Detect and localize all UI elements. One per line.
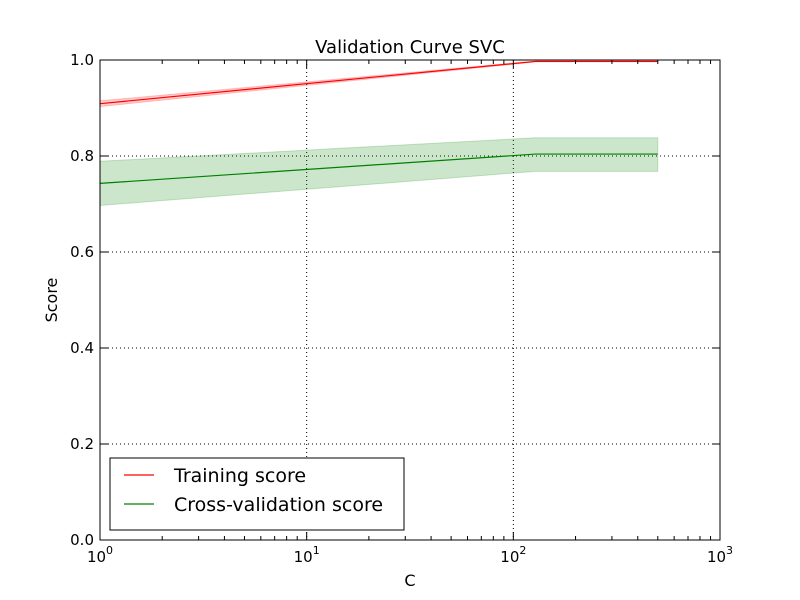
legend: Training score Cross-validation score <box>109 457 405 531</box>
x-tick-labels: 100 101 102 103 <box>87 544 733 566</box>
plot-frame <box>99 59 721 541</box>
legend-box <box>109 457 405 531</box>
legend-label: Training score <box>173 465 306 487</box>
x-tick-label: 102 <box>500 544 526 566</box>
legend-label: Cross-validation score <box>174 494 383 516</box>
x-axis-label: C <box>404 571 415 590</box>
y-tick-label: 0.6 <box>70 243 94 261</box>
x-tick-label: 100 <box>87 544 113 566</box>
y-tick-label: 0.0 <box>70 531 94 549</box>
band-series-0 <box>99 60 659 108</box>
y-tick-label: 0.4 <box>70 339 94 357</box>
line-series-0 <box>99 60 658 105</box>
series-lines <box>99 60 658 184</box>
x-tick-label: 101 <box>294 544 320 566</box>
axis-ticks <box>99 59 721 541</box>
line-series-1 <box>99 153 658 184</box>
confidence-bands <box>99 60 659 206</box>
x-tick-label: 103 <box>707 544 733 566</box>
y-tick-label: 0.2 <box>70 435 94 453</box>
band-series-1 <box>99 137 659 206</box>
chart-title: Validation Curve SVC <box>315 37 505 58</box>
y-tick-label: 1.0 <box>70 51 94 69</box>
y-tick-labels: 0.0 0.2 0.4 0.6 0.8 1.0 <box>70 51 94 549</box>
y-tick-label: 0.8 <box>70 147 94 165</box>
y-axis-label: Score <box>42 278 61 323</box>
